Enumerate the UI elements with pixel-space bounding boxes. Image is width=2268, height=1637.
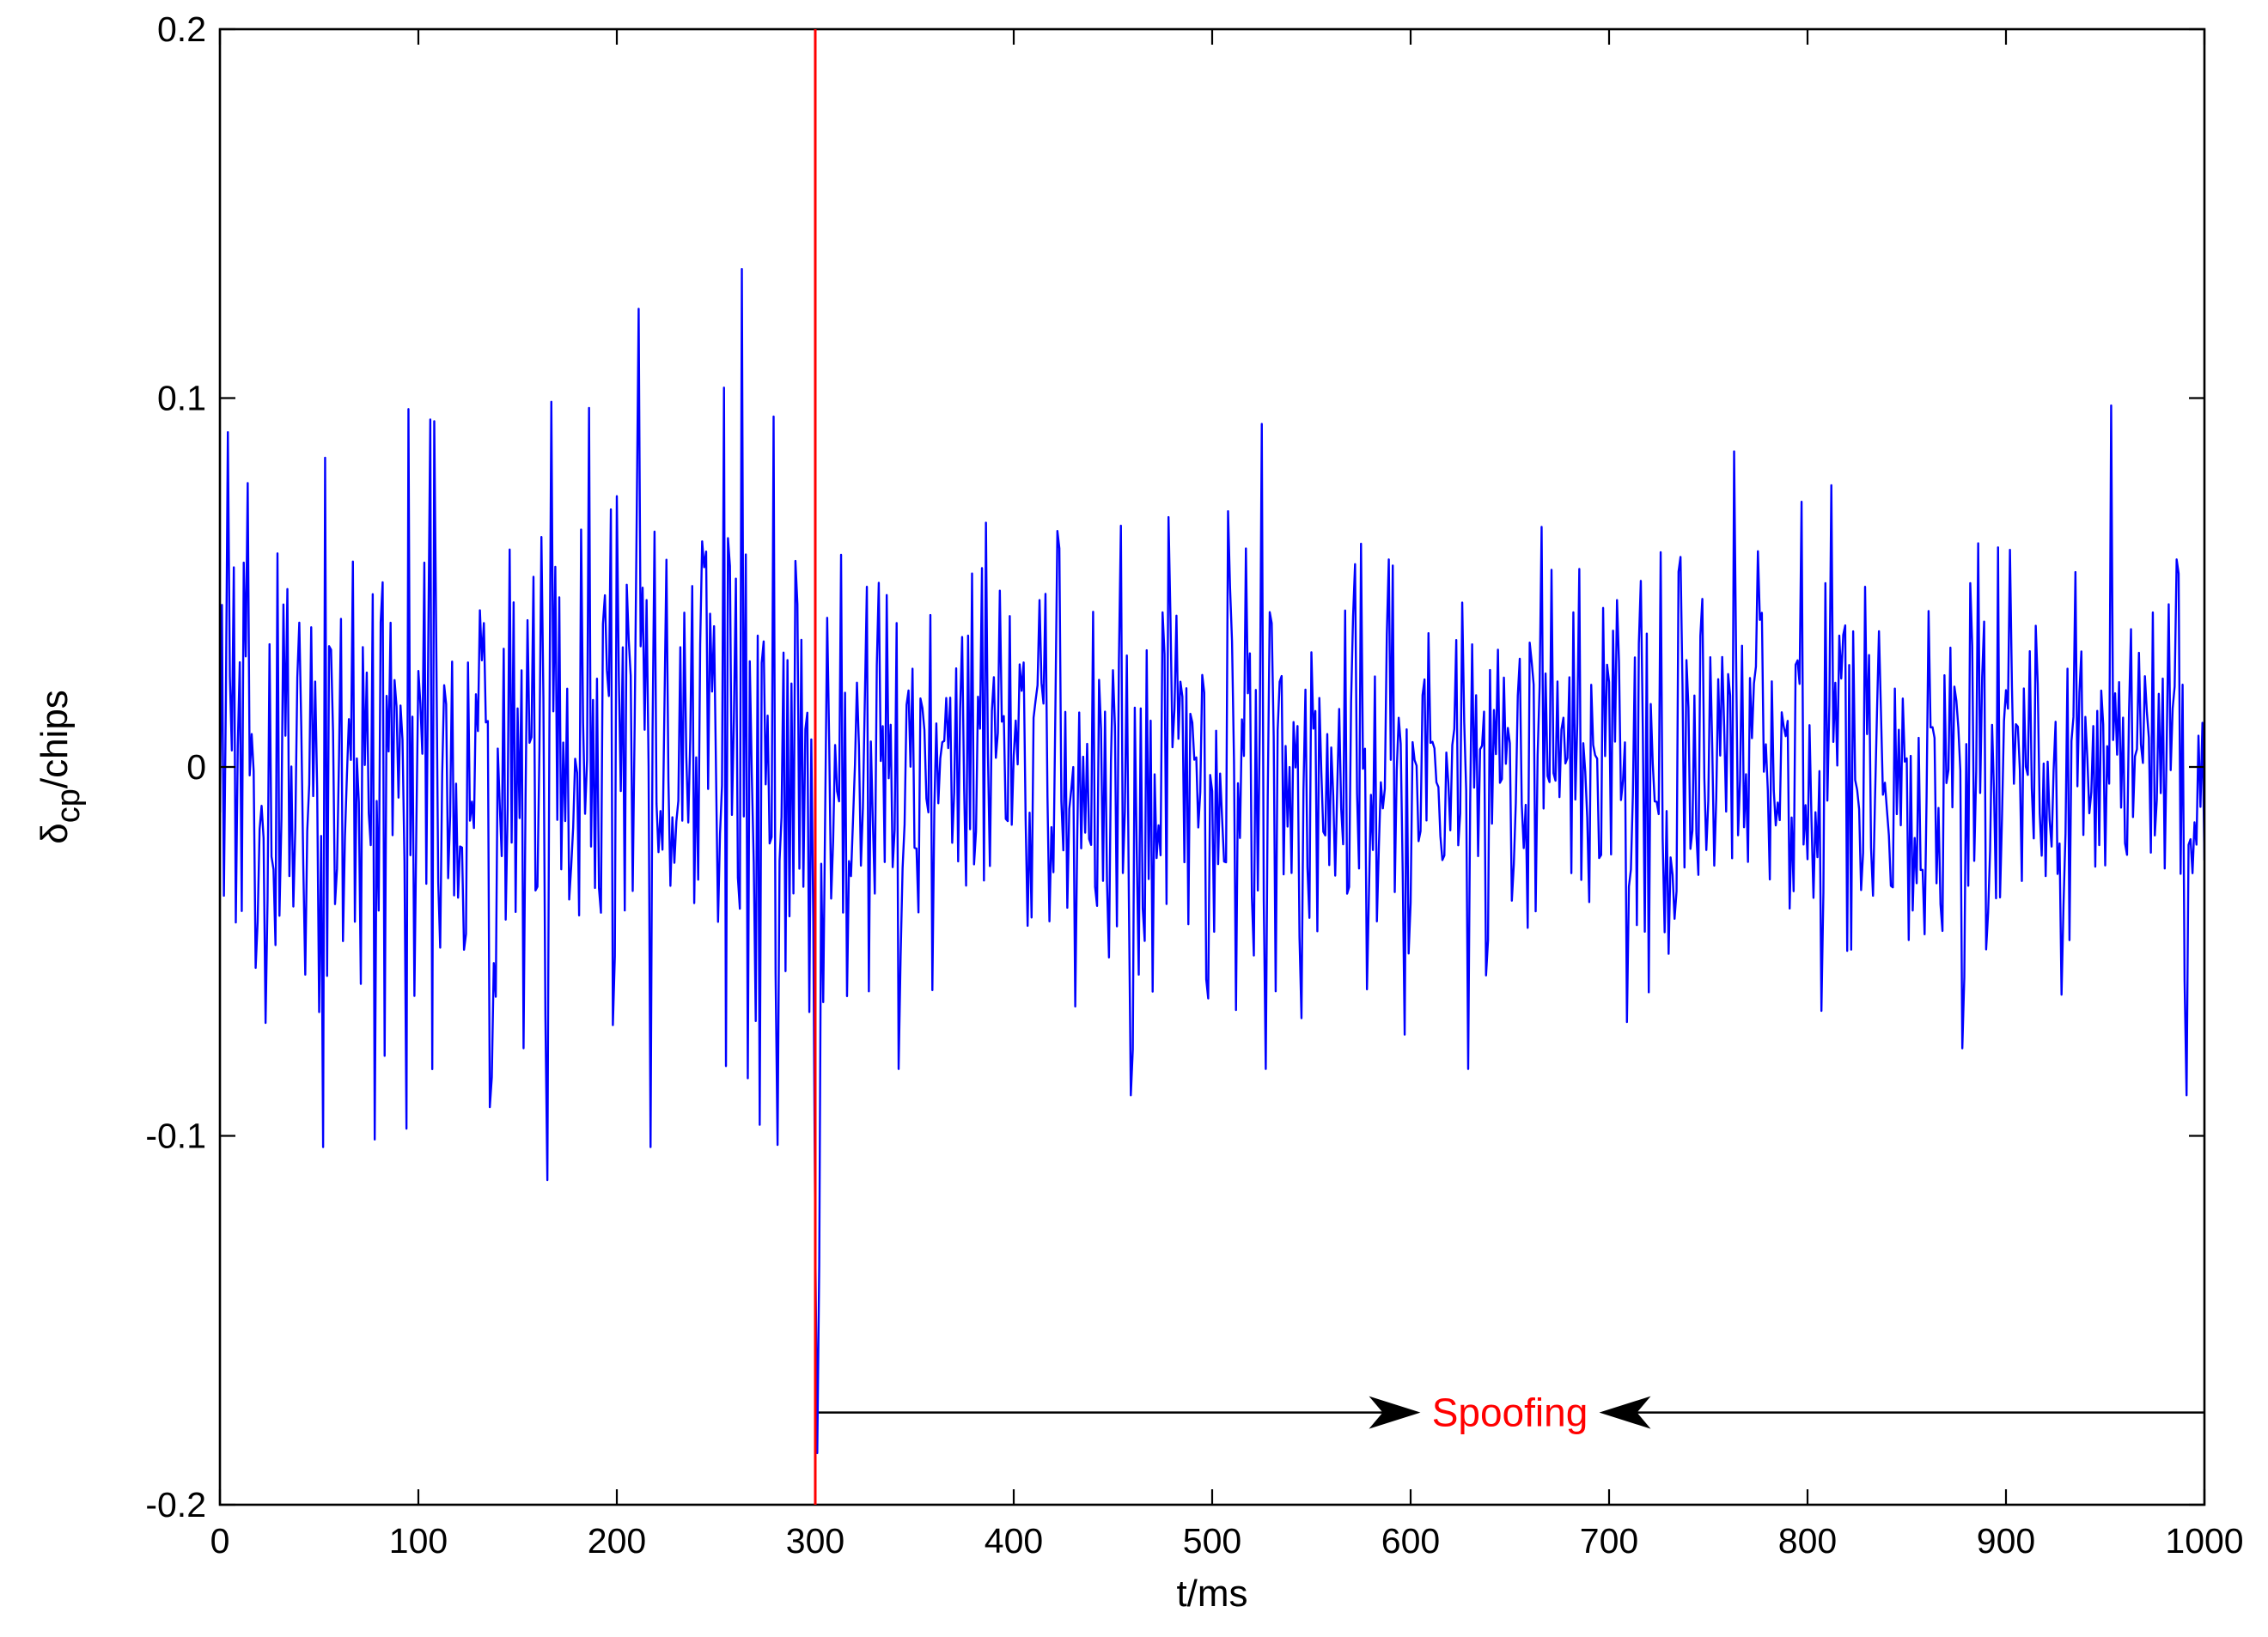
x-tick-label: 1000: [2165, 1521, 2243, 1561]
x-tick-label: 800: [1778, 1521, 1837, 1561]
spoofing-label: Spoofing: [1432, 1391, 1588, 1435]
axes: 0 100 200 300 400 500 600 700 800 900 1000 -0.2 -0.1…: [145, 9, 2243, 1561]
y-tick-label: 0.1: [157, 379, 206, 418]
y-tick-label: 0.2: [157, 9, 206, 49]
axis-labels: t/ms δcp/chips: [34, 690, 1248, 1615]
x-tick-label: 600: [1381, 1521, 1440, 1561]
arrowhead-right: [1369, 1396, 1421, 1429]
y-axis-label: δcp/chips: [34, 690, 87, 844]
y-tick-label: -0.2: [145, 1485, 206, 1524]
x-tick-label: 900: [1977, 1521, 2035, 1561]
x-axis-label: t/ms: [1176, 1573, 1247, 1615]
series-line: [220, 267, 2204, 1455]
plot-area: [220, 267, 2204, 1455]
y-tick-label: 0: [186, 747, 206, 787]
y-axis-label-unit: /chips: [34, 690, 76, 788]
y-axis-label-symbol: δ: [34, 823, 76, 844]
x-tick-label: 500: [1183, 1521, 1241, 1561]
series-group: [220, 267, 2204, 1455]
x-tick-label: 700: [1580, 1521, 1638, 1561]
y-axis-label-subscript: cp: [51, 788, 87, 823]
y-tick-label: -0.1: [145, 1117, 206, 1156]
x-tick-label: 400: [985, 1521, 1043, 1561]
x-tick-label: 200: [588, 1521, 646, 1561]
x-tick-label: 300: [786, 1521, 844, 1561]
x-tick-label: 0: [210, 1521, 230, 1561]
annotations: Spoofing: [814, 29, 2204, 1505]
x-tick-label: 100: [389, 1521, 448, 1561]
arrowhead-left: [1599, 1396, 1651, 1429]
